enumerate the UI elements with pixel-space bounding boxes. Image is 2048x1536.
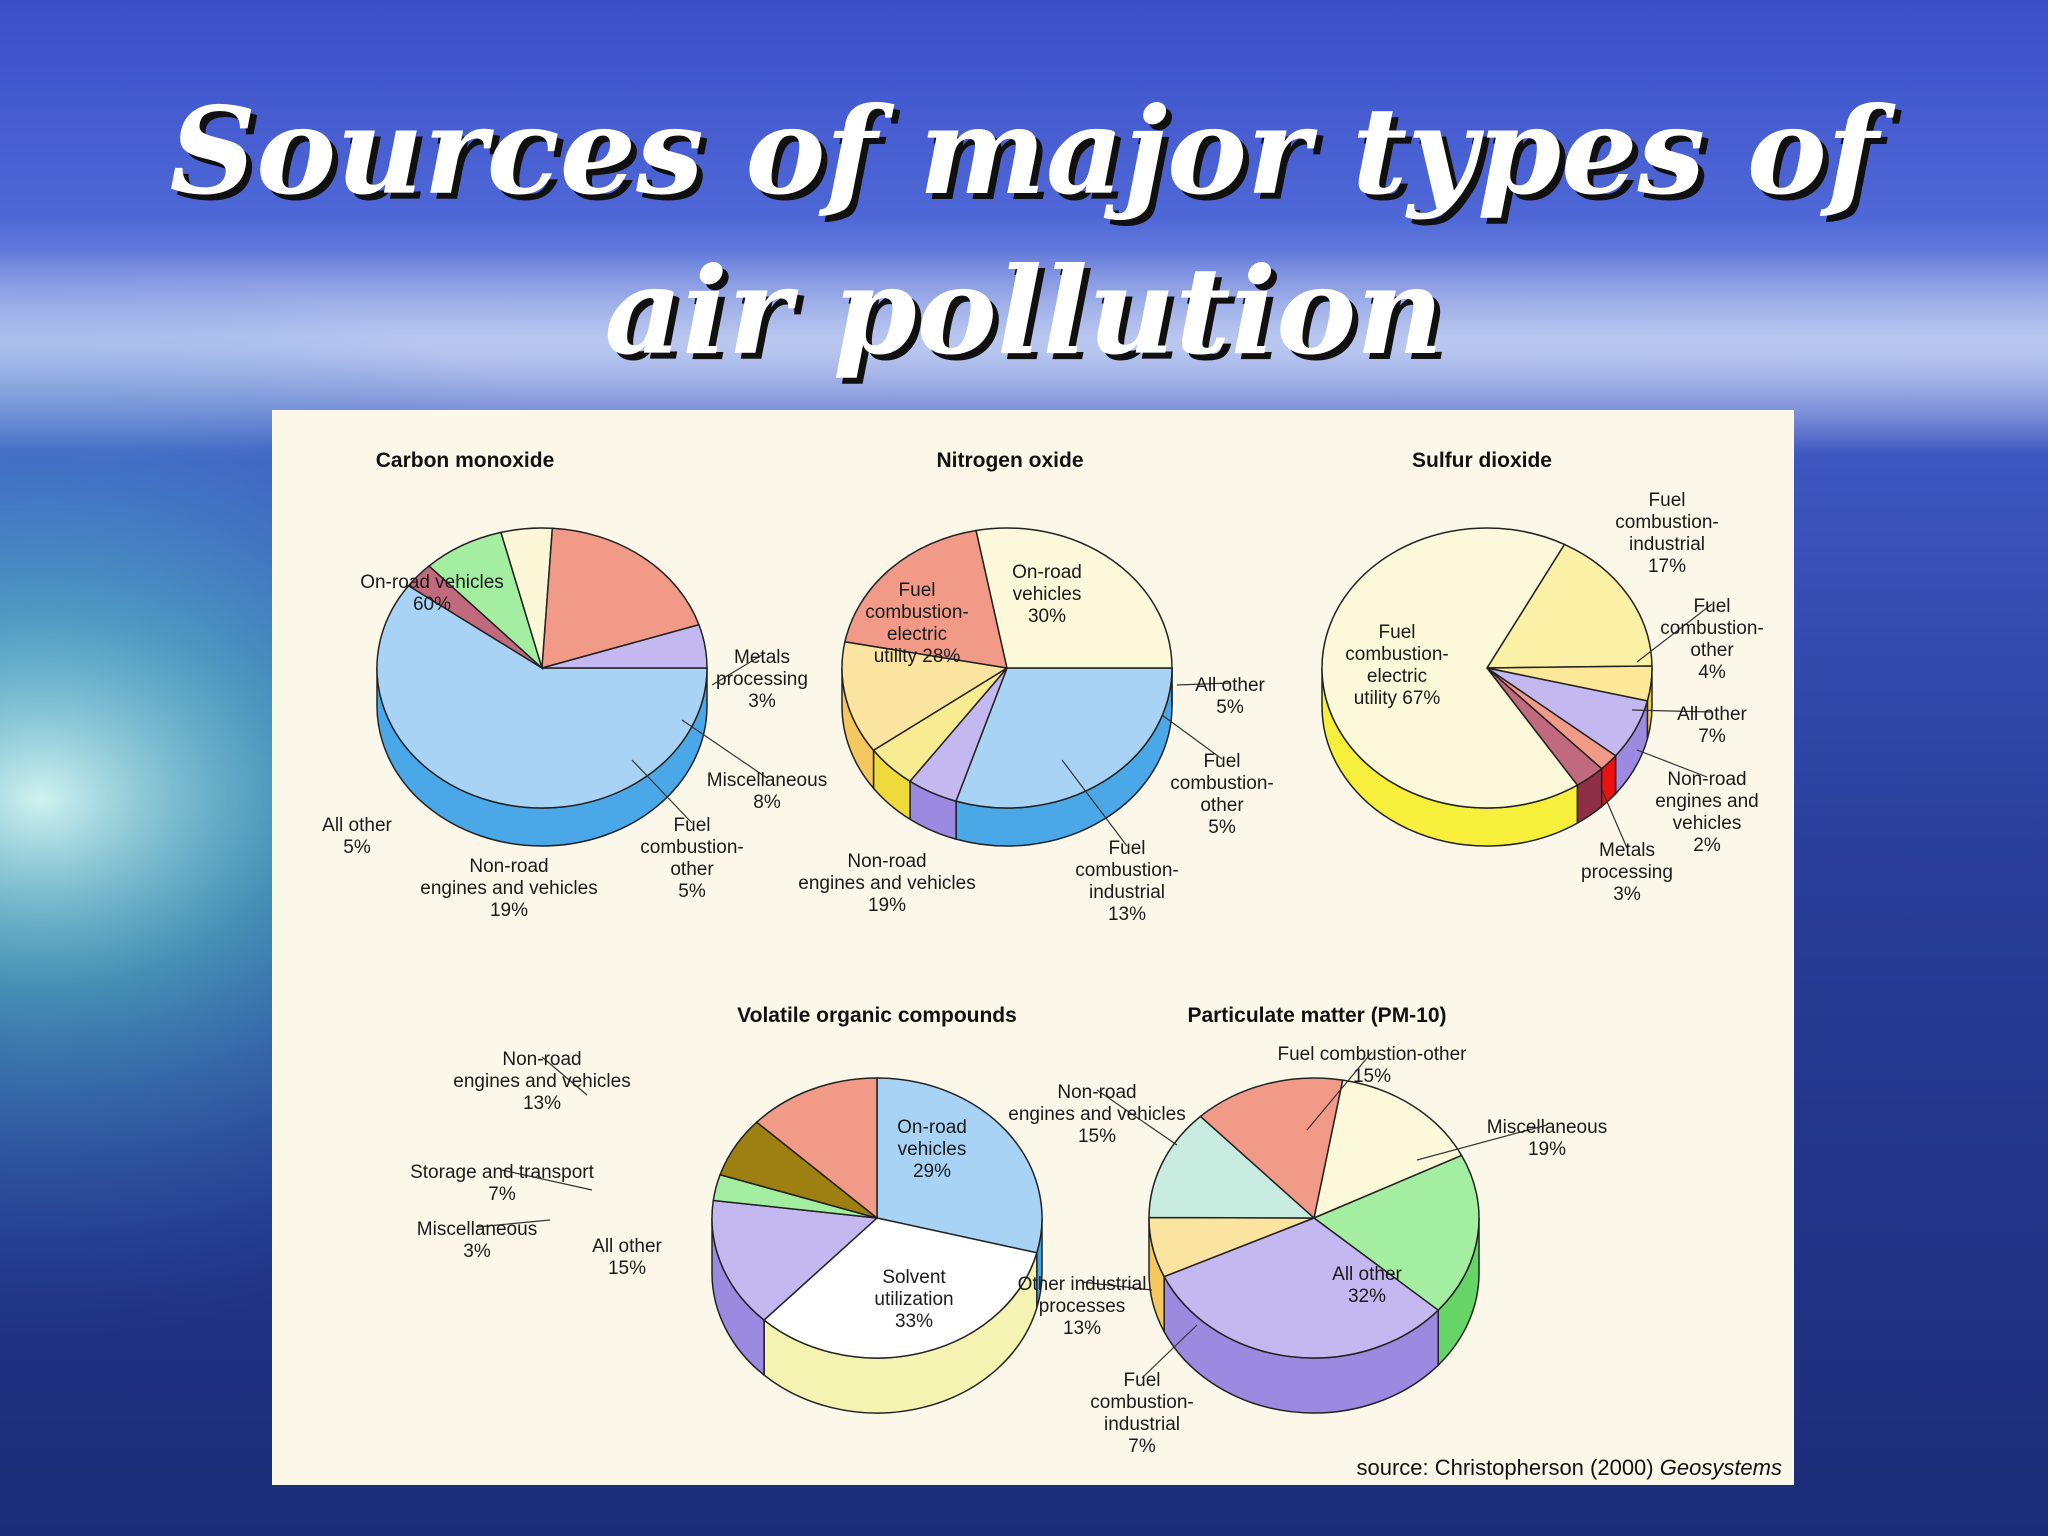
slice-label-fuel: Fuel combustion-industrial 17% bbox=[1615, 490, 1719, 577]
pie-charts-canvas: source: Christopherson (2000) Geosystems… bbox=[322, 449, 1782, 1480]
pie-slice-miscellaneous bbox=[1312, 1154, 1480, 1312]
pie-chart-nitrogen-oxide: Nitrogen oxide On-road vehicles 30% All othe… bbox=[798, 449, 1273, 925]
leader-line bbox=[1631, 709, 1713, 713]
slice-label-non-road: Non-road engines and vehicles 13% bbox=[453, 1049, 630, 1114]
leader-line bbox=[1161, 714, 1223, 760]
leader-line bbox=[1636, 603, 1713, 663]
pie-slice-all-other bbox=[541, 623, 708, 669]
slice-label-fuel: Fuel combustion-industrial 13% bbox=[1075, 838, 1179, 925]
slice-label-all-other: All other 7% bbox=[1677, 704, 1747, 747]
source-note: source: Christopherson (2000) Geosystems bbox=[1356, 1455, 1782, 1480]
pie-chart-carbon-monoxide: Carbon monoxide On-road vehicles 60% Metals… bbox=[322, 449, 827, 921]
pie-slice-all-other bbox=[1163, 1217, 1440, 1359]
slice-label-fuel: Fuel combustion-other 5% bbox=[1170, 751, 1274, 838]
leader-line bbox=[1306, 1051, 1373, 1131]
pie-title-nitrogen-oxide: Nitrogen oxide bbox=[936, 449, 1083, 472]
leader-line bbox=[1096, 1089, 1178, 1146]
slice-label-storage-and-transport: Storage and transport 7% bbox=[410, 1162, 595, 1205]
leader-line bbox=[1061, 759, 1128, 847]
pie-slice-fuel bbox=[975, 527, 1173, 669]
leader-line bbox=[681, 719, 768, 779]
pie-chart-sulfur-dioxide: Sulfur dioxide Fuel combustion-industrial 1… bbox=[1321, 449, 1764, 905]
slice-label-fuel: Fuel combustion-other 5% bbox=[640, 815, 744, 902]
pie-slice-on-road-vehicles bbox=[376, 584, 708, 809]
pie-title-volatile-organic-compounds: Volatile organic compounds bbox=[737, 1004, 1017, 1027]
leader-line bbox=[1416, 1124, 1548, 1161]
slice-label-other-industrial: Other industrial processes 13% bbox=[1018, 1274, 1147, 1339]
slice-label-on-road-vehicles: On-road vehicles 60% bbox=[360, 572, 504, 615]
pie-slice-fuel bbox=[841, 640, 1010, 752]
slice-label-on-road: On-road vehicles 30% bbox=[1012, 562, 1082, 627]
slice-label-metals: Metals processing 3% bbox=[1581, 840, 1673, 905]
slice-label-non-road: Non-road engines and vehicles 19% bbox=[420, 856, 597, 921]
pie-chart-particulate-matter-pm-10: Particulate matter (PM-10) Fuel combustio… bbox=[1008, 1004, 1607, 1457]
leader-line bbox=[1141, 1324, 1198, 1379]
slice-label-fuel: Fuel combustion-other 4% bbox=[1660, 596, 1764, 683]
pie-title-sulfur-dioxide: Sulfur dioxide bbox=[1412, 449, 1552, 472]
slice-label-non-road: Non-road engines and vehicles 19% bbox=[798, 851, 975, 916]
leader-line bbox=[541, 1056, 588, 1096]
pie-charts-figure: source: Christopherson (2000) Geosystems… bbox=[272, 410, 1794, 1485]
slice-label-on-road: On-road vehicles 29% bbox=[897, 1117, 967, 1182]
pie-title-carbon-monoxide: Carbon monoxide bbox=[376, 449, 555, 472]
slice-label-all-other: All other 15% bbox=[592, 1236, 662, 1279]
slice-label-miscellaneous: Miscellaneous 3% bbox=[417, 1219, 537, 1262]
slice-label-non-road: Non-road engines and vehicles 2% bbox=[1655, 769, 1759, 856]
leader-line bbox=[501, 1169, 593, 1191]
slice-label-fuel-combustion-other: Fuel combustion-other 15% bbox=[1277, 1044, 1467, 1087]
pie-chart-volatile-organic-compounds: Volatile organic compounds On-road vehicle… bbox=[410, 1004, 1043, 1414]
leader-line bbox=[1636, 749, 1708, 778]
leader-line bbox=[476, 1219, 551, 1228]
slice-label-fuel: Fuel combustion-electric utility 67% bbox=[1345, 622, 1449, 709]
pie-slice-non-road bbox=[844, 529, 1008, 669]
slice-label-fuel: Fuel combustion-electric utility 28% bbox=[865, 580, 969, 667]
slice-label-miscellaneous: Miscellaneous 19% bbox=[1487, 1117, 1607, 1160]
pie-slice-solvent bbox=[762, 1217, 1038, 1359]
leader-line bbox=[711, 654, 763, 686]
slice-label-non-road: Non-road engines and vehicles 15% bbox=[1008, 1082, 1185, 1147]
pie-slice-other-industrial bbox=[1148, 1115, 1316, 1219]
source-note-prefix: source: Christopherson (2000) bbox=[1356, 1455, 1659, 1480]
slice-label-all-other: All other 5% bbox=[1195, 675, 1265, 718]
slide-title: Sources of major types of air pollution bbox=[0, 72, 2048, 392]
leader-line bbox=[1081, 1281, 1153, 1291]
pie-title-particulate-matter-pm-10: Particulate matter (PM-10) bbox=[1187, 1004, 1446, 1027]
pie-slice-on-road bbox=[876, 1077, 1043, 1254]
pie-slice-fuel bbox=[1485, 543, 1653, 669]
pie-slice-all-other bbox=[711, 1199, 879, 1322]
leader-line bbox=[1601, 789, 1628, 849]
pie-slice-non-road bbox=[755, 1077, 878, 1220]
slice-label-miscellaneous: Miscellaneous 8% bbox=[707, 770, 827, 813]
slice-label-fuel: Fuel combustion-industrial 7% bbox=[1090, 1370, 1194, 1457]
pie-slice-non-road bbox=[1199, 1077, 1344, 1220]
slice-label-metals: Metals processing 3% bbox=[716, 647, 808, 712]
leader-line bbox=[1176, 682, 1231, 686]
slide-title-line-1: Sources of major types of bbox=[169, 81, 1879, 222]
slice-label-all-other: All other 5% bbox=[322, 815, 392, 858]
slide-title-line-2: air pollution bbox=[604, 241, 1444, 382]
source-note-book: Geosystems bbox=[1660, 1455, 1782, 1480]
pie-slice-on-road bbox=[955, 667, 1173, 809]
pie-slice-fuel bbox=[1321, 527, 1579, 809]
pie-slice-non-road bbox=[541, 527, 700, 670]
pie-slice-fuel-combustion-other bbox=[1312, 1079, 1463, 1220]
slice-label-all-other: All other 32% bbox=[1332, 1264, 1402, 1307]
slice-label-solvent: Solvent utilization 33% bbox=[874, 1267, 953, 1332]
leader-line bbox=[631, 759, 693, 824]
